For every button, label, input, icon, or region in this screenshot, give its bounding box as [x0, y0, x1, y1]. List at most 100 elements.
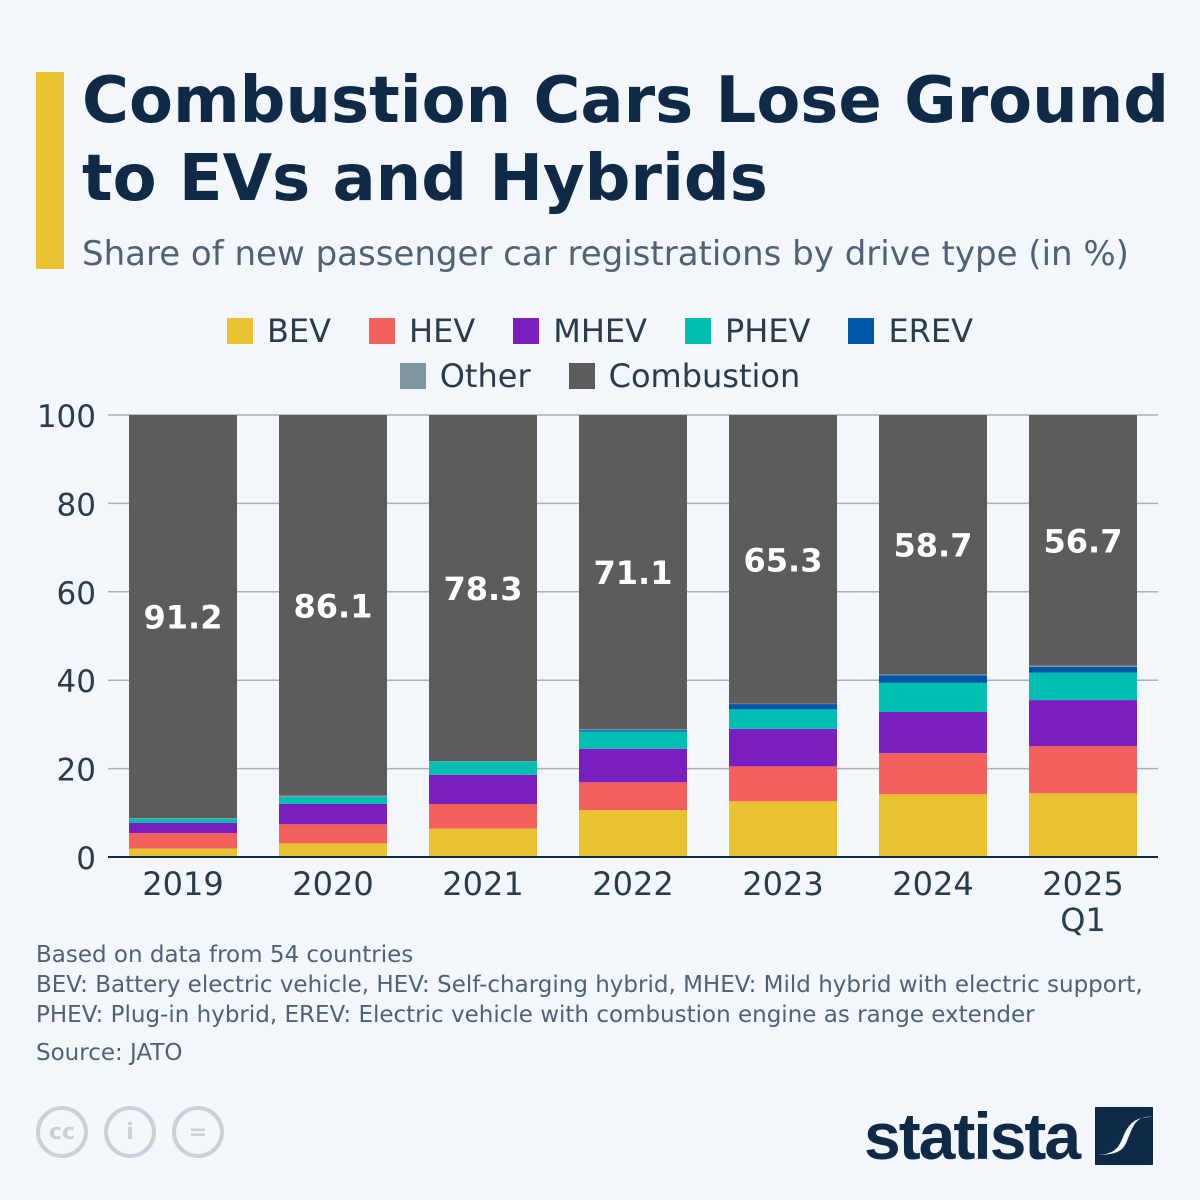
- data-label: 71.1: [594, 554, 673, 592]
- by-icon[interactable]: i: [104, 1106, 156, 1158]
- bar-segment-hev-2023: [729, 766, 837, 802]
- data-label: 91.2: [144, 599, 223, 637]
- legend-label: PHEV: [724, 312, 811, 350]
- bar-segment-other-2019: [129, 818, 237, 819]
- statista-logo[interactable]: statista: [864, 1098, 1154, 1174]
- x-tick-label: 2025: [1042, 865, 1123, 903]
- legend-item-mhev: MHEV: [513, 312, 647, 350]
- x-tick-label: 2019: [142, 865, 223, 903]
- y-tick-label: 80: [57, 487, 96, 523]
- y-tick-label: 100: [37, 399, 96, 435]
- bar-segment-combustion-2021: [429, 415, 537, 762]
- legend-item-combustion: Combustion: [568, 357, 801, 395]
- bar-segment-phev-2025-Q1: [1029, 672, 1137, 701]
- bar-segment-bev-2019: [129, 848, 237, 857]
- license-icons[interactable]: cc i =: [36, 1106, 224, 1158]
- legend-label: BEV: [266, 312, 332, 350]
- note-definitions-1: BEV: Battery electric vehicle, HEV: Self…: [36, 972, 1143, 998]
- legend-item-hev: HEV: [369, 312, 475, 350]
- legend-item-bev: BEV: [226, 312, 332, 350]
- legend-label: Combustion: [608, 357, 801, 395]
- bar-segment-combustion-2019: [129, 415, 237, 819]
- x-tick-label: 2021: [442, 865, 523, 903]
- bar-segment-bev-2023: [729, 801, 837, 857]
- bar-segment-other-2025-Q1: [1029, 665, 1137, 667]
- data-label: 78.3: [444, 570, 523, 608]
- bar-segment-mhev-2019: [129, 822, 237, 834]
- bar-segment-phev-2021: [429, 761, 537, 775]
- bar-segment-mhev-2021: [429, 774, 537, 804]
- bar-segment-mhev-2024: [879, 712, 987, 754]
- bar-segment-other-2022: [579, 729, 687, 731]
- bar-segment-hev-2024: [879, 753, 987, 795]
- bar-segment-other-2024: [879, 674, 987, 676]
- data-label: 86.1: [294, 587, 373, 625]
- legend-swatch: [369, 318, 396, 344]
- legend-swatch: [226, 318, 253, 344]
- legend-row-1: BEV HEV MHEV PHEV EREV: [0, 312, 1200, 350]
- note-countries: Based on data from 54 countries: [36, 942, 414, 968]
- y-tick-label: 40: [57, 664, 96, 700]
- legend-swatch: [399, 363, 426, 389]
- notes: Based on data from 54 countries BEV: Bat…: [36, 940, 1143, 1068]
- bar-segment-mhev-2020: [279, 803, 387, 825]
- cc-icon[interactable]: cc: [36, 1106, 88, 1158]
- legend-label: HEV: [409, 312, 476, 350]
- bar-segment-erev-2024: [879, 675, 987, 683]
- legend-label: Other: [439, 357, 531, 395]
- note-definitions-2: PHEV: Plug-in hybrid, EREV: Electric veh…: [36, 1002, 1035, 1028]
- legend-item-other: Other: [399, 357, 531, 395]
- bar-segment-phev-2023: [729, 709, 837, 729]
- legend-swatch: [513, 318, 540, 344]
- nd-icon[interactable]: =: [172, 1106, 224, 1158]
- bar-segment-combustion-2024: [879, 415, 987, 675]
- y-tick-label: 20: [57, 753, 96, 789]
- legend-swatch: [848, 318, 875, 344]
- x-tick-label: 2022: [592, 865, 673, 903]
- bar-segment-bev-2024: [879, 794, 987, 857]
- bar-segment-erev-2025-Q1: [1029, 666, 1137, 673]
- legend-item-erev: EREV: [848, 312, 973, 350]
- bar-segment-phev-2022: [579, 731, 687, 749]
- bar-segment-hev-2019: [129, 833, 237, 849]
- bar-segment-combustion-2020: [279, 415, 387, 796]
- bar-segment-hev-2021: [429, 803, 537, 829]
- bar-segment-hev-2025-Q1: [1029, 746, 1137, 794]
- legend-label: EREV: [888, 312, 974, 350]
- x-tick-label: Q1: [1060, 901, 1106, 939]
- bar-segment-hev-2020: [279, 824, 387, 844]
- data-label: 58.7: [894, 527, 973, 565]
- bar-segment-combustion-2023: [729, 415, 837, 704]
- y-tick-label: 60: [57, 576, 96, 612]
- legend-swatch: [684, 318, 711, 344]
- bar-segment-erev-2023: [729, 704, 837, 710]
- bar-segment-mhev-2022: [579, 748, 687, 783]
- bar-segment-bev-2021: [429, 828, 537, 857]
- bar-segment-erev-2022: [579, 730, 687, 732]
- bar-segment-combustion-2025-Q1: [1029, 415, 1137, 666]
- bar-segment-other-2020: [279, 795, 387, 797]
- statista-logo-icon: [1095, 1107, 1154, 1165]
- bar-segment-mhev-2023: [729, 728, 837, 767]
- bar-segment-bev-2025-Q1: [1029, 793, 1137, 857]
- y-tick-label: 0: [76, 841, 96, 877]
- bar-segment-bev-2022: [579, 810, 687, 857]
- bar-segment-mhev-2025-Q1: [1029, 700, 1137, 747]
- bar-segment-combustion-2022: [579, 415, 687, 730]
- data-label: 65.3: [744, 541, 823, 579]
- x-tick-label: 2020: [292, 865, 373, 903]
- bar-segment-phev-2019: [129, 818, 237, 823]
- source: Source: JATO: [36, 1040, 183, 1066]
- data-label: 56.7: [1044, 522, 1123, 560]
- bar-segment-hev-2022: [579, 782, 687, 811]
- x-tick-label: 2023: [742, 865, 823, 903]
- title-accent-bar: [36, 72, 64, 269]
- x-tick-label: 2024: [892, 865, 973, 903]
- bar-segment-bev-2020: [279, 843, 387, 857]
- legend-row-2: Other Combustion: [0, 357, 1200, 395]
- legend-label: MHEV: [553, 312, 647, 350]
- bar-segment-phev-2020: [279, 796, 387, 804]
- legend-item-phev: PHEV: [684, 312, 811, 350]
- chart-subtitle: Share of new passenger car registrations…: [82, 234, 1129, 274]
